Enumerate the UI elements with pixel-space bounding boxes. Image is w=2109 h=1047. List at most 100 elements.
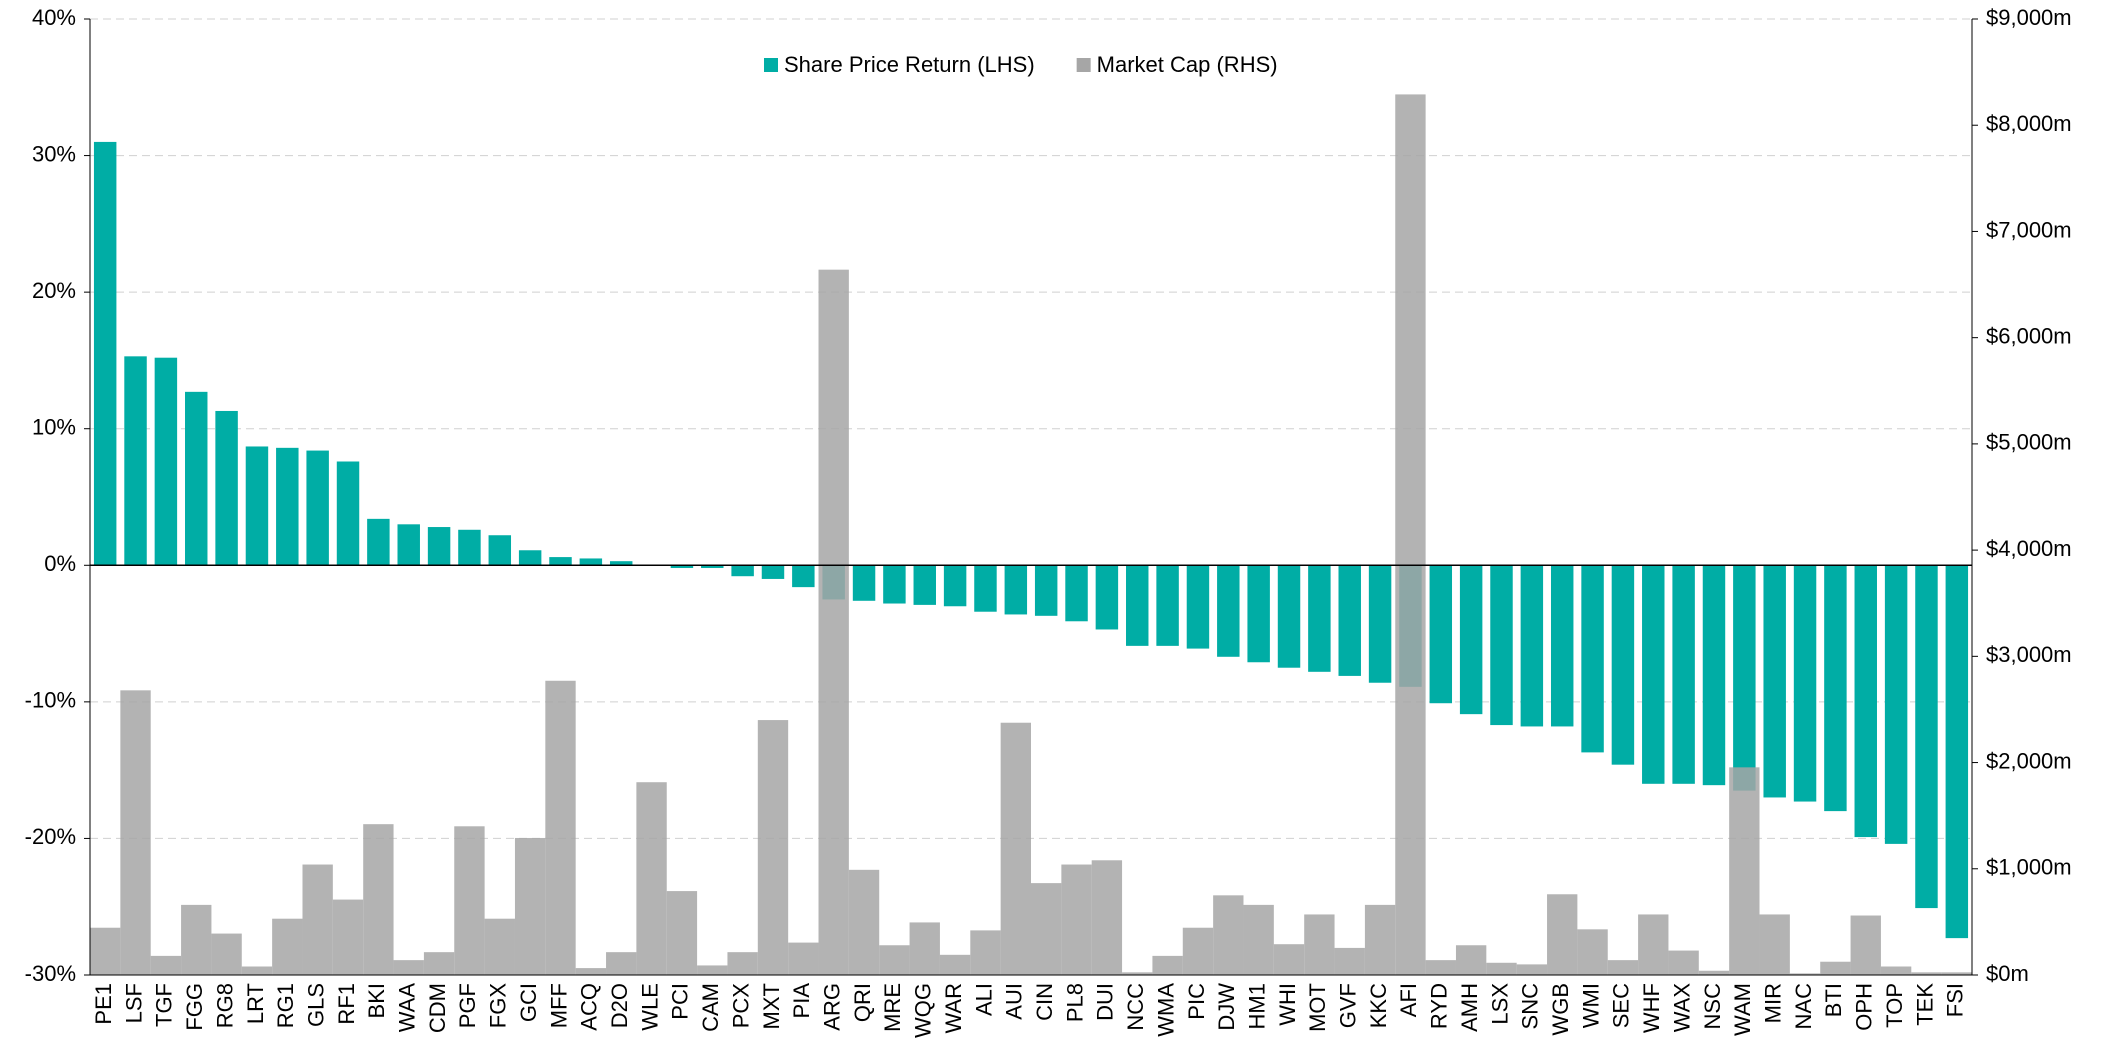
bar — [636, 782, 667, 975]
bar — [367, 518, 390, 566]
bar — [670, 565, 694, 569]
x-tick-label: RF1 — [334, 983, 359, 1025]
bar — [909, 922, 940, 975]
bar — [1581, 565, 1604, 753]
bar — [1000, 722, 1031, 975]
bar — [332, 899, 364, 975]
bar — [1824, 565, 1847, 812]
bar — [970, 930, 1001, 975]
x-tick-label: PCX — [728, 983, 753, 1029]
x-tick-label: BTI — [1821, 983, 1846, 1017]
bar — [306, 450, 329, 566]
bar — [154, 357, 178, 566]
bar — [1520, 565, 1544, 727]
x-tick-label: KKC — [1366, 983, 1391, 1028]
bar — [1611, 565, 1635, 765]
bar — [1031, 883, 1062, 975]
bar — [879, 945, 910, 975]
y-tick-label: -30% — [25, 961, 76, 986]
y2-tick-label: $8,000m — [1986, 111, 2072, 136]
x-tick-label: NAC — [1791, 983, 1816, 1030]
bar — [1368, 565, 1392, 683]
bar — [302, 864, 333, 975]
x-tick-label: DJW — [1214, 983, 1239, 1031]
y2-tick-label: $2,000m — [1986, 748, 2072, 773]
bar — [211, 933, 242, 975]
bar — [397, 524, 420, 566]
bar — [1152, 955, 1183, 975]
x-tick-label: MOT — [1305, 983, 1330, 1032]
x-tick-label: BKI — [364, 983, 389, 1018]
x-tick-label: ALI — [971, 983, 996, 1016]
y2-tick-label: $0m — [1986, 961, 2029, 986]
x-tick-label: LSX — [1487, 983, 1512, 1025]
bar — [545, 680, 576, 975]
bar — [1516, 964, 1548, 975]
bar — [1638, 914, 1669, 975]
x-tick-label: MXT — [759, 983, 784, 1029]
bar — [1550, 565, 1574, 727]
x-tick-label: RYD — [1427, 983, 1452, 1029]
bar — [1729, 767, 1760, 975]
x-tick-label: WQG — [911, 983, 936, 1038]
x-tick-label: WHI — [1275, 983, 1300, 1026]
x-tick-label: WAA — [395, 983, 420, 1033]
bar — [757, 720, 789, 975]
x-tick-label: TGF — [152, 983, 177, 1027]
y-tick-label: 20% — [32, 278, 76, 303]
x-tick-label: WAM — [1730, 983, 1755, 1036]
bar — [363, 824, 394, 975]
bar — [1004, 565, 1028, 615]
bar — [1941, 972, 1972, 975]
bar — [666, 891, 698, 975]
x-tick-label: GCI — [516, 983, 541, 1022]
bar — [1065, 565, 1088, 622]
x-tick-label: TEK — [1912, 983, 1937, 1026]
x-tick-label: PL8 — [1062, 983, 1087, 1022]
x-tick-label: DUI — [1093, 983, 1118, 1021]
x-tick-label: CIN — [1032, 983, 1057, 1021]
bar — [1668, 950, 1699, 975]
x-tick-label: SEC — [1609, 983, 1634, 1028]
x-tick-label: WLE — [637, 983, 662, 1031]
bar — [245, 446, 269, 566]
bar — [1607, 960, 1639, 975]
bar — [1425, 960, 1456, 975]
bar — [150, 955, 182, 975]
bar — [575, 968, 607, 975]
bar — [974, 565, 997, 612]
y2-tick-label: $5,000m — [1986, 430, 2072, 455]
y2-tick-label: $4,000m — [1986, 536, 2072, 561]
x-tick-label: OPH — [1852, 983, 1877, 1031]
x-tick-label: PIA — [789, 983, 814, 1019]
x-tick-label: CDM — [425, 983, 450, 1033]
bar — [336, 461, 360, 566]
x-tick-label: HM1 — [1244, 983, 1269, 1029]
x-tick-label: WGB — [1548, 983, 1573, 1036]
bar — [1304, 914, 1335, 975]
bar — [1486, 962, 1517, 975]
x-tick-label: ARG — [820, 983, 845, 1031]
legend-label: Market Cap (RHS) — [1097, 52, 1278, 77]
bar — [1642, 565, 1665, 784]
x-tick-label: RG1 — [273, 983, 298, 1028]
bar — [606, 952, 637, 975]
x-tick-label: PGF — [455, 983, 480, 1028]
bar — [393, 960, 424, 975]
bar — [185, 391, 208, 566]
bar — [1186, 565, 1210, 649]
bar — [458, 529, 481, 566]
x-tick-label: NCC — [1123, 983, 1148, 1031]
y2-tick-label: $1,000m — [1986, 855, 2072, 880]
bar — [1095, 565, 1119, 630]
y2-tick-label: $6,000m — [1986, 323, 2072, 348]
x-tick-label: LSF — [121, 983, 146, 1023]
bar — [1672, 565, 1695, 784]
bar — [1126, 565, 1149, 646]
y-tick-label: 30% — [32, 141, 76, 166]
bar — [1945, 565, 1969, 939]
bar — [124, 356, 147, 566]
x-tick-label: AUI — [1002, 983, 1027, 1020]
x-tick-label: WAX — [1669, 983, 1694, 1033]
bar — [93, 141, 117, 566]
